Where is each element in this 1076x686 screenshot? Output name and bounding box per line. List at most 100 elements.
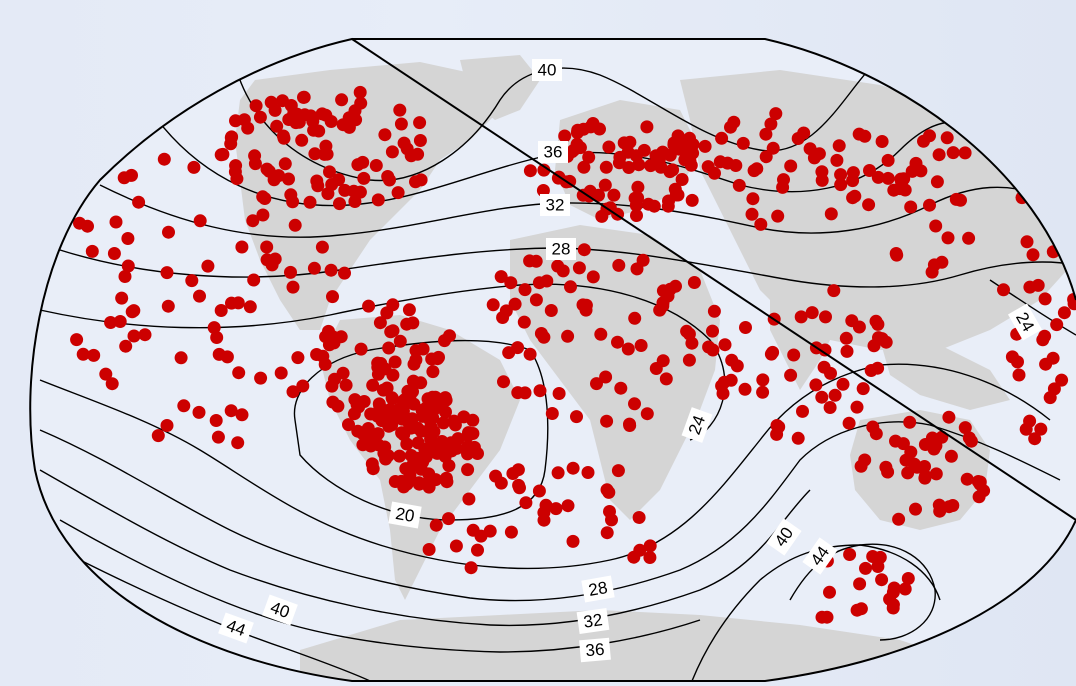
station-marker: [383, 173, 396, 187]
station-marker: [443, 329, 456, 343]
station-marker: [545, 407, 559, 420]
station-marker: [138, 328, 152, 342]
station-marker: [160, 266, 174, 280]
station-marker: [448, 418, 462, 432]
station-marker: [386, 324, 400, 338]
station-marker: [369, 159, 383, 172]
station-marker: [942, 500, 956, 514]
station-marker: [533, 384, 547, 398]
station-marker: [424, 438, 438, 452]
station-marker: [105, 377, 119, 391]
contour-label-text: 32: [546, 195, 565, 214]
station-marker: [764, 347, 778, 361]
station-marker: [561, 499, 575, 513]
station-marker: [400, 142, 414, 156]
station-marker: [929, 439, 943, 453]
station-marker: [497, 375, 510, 389]
contour-label-background: [532, 59, 562, 81]
station-marker: [581, 466, 595, 479]
station-marker: [508, 297, 522, 311]
station-marker: [511, 386, 525, 400]
station-marker: [832, 139, 846, 153]
station-marker: [210, 331, 224, 344]
station-marker: [353, 185, 367, 199]
station-marker: [754, 217, 768, 231]
station-marker: [356, 438, 370, 452]
station-marker: [319, 330, 333, 344]
station-marker: [819, 310, 832, 324]
station-marker: [784, 368, 798, 382]
station-marker: [656, 284, 670, 298]
station-marker: [201, 259, 215, 273]
station-marker: [600, 483, 614, 497]
station-marker: [632, 511, 646, 524]
station-marker: [871, 361, 885, 375]
contour-label-text: 28: [552, 239, 571, 258]
station-marker: [929, 219, 943, 233]
station-marker: [427, 425, 441, 439]
station-marker: [654, 160, 668, 174]
station-marker: [224, 404, 238, 418]
station-marker: [805, 306, 819, 320]
station-marker: [361, 422, 375, 435]
station-marker: [706, 324, 719, 338]
station-marker: [599, 160, 613, 174]
contour-label-background: [766, 518, 802, 556]
station-marker: [342, 418, 355, 432]
station-marker: [820, 610, 834, 624]
station-marker: [862, 198, 876, 212]
station-marker: [794, 310, 808, 324]
station-marker: [338, 266, 351, 280]
station-marker: [457, 410, 471, 424]
contour-label-background: [681, 407, 713, 443]
station-marker: [256, 208, 270, 222]
station-marker: [290, 107, 304, 121]
station-marker: [235, 408, 249, 422]
station-marker: [351, 158, 365, 172]
station-marker: [815, 165, 829, 179]
station-marker: [897, 172, 911, 186]
station-marker: [815, 390, 829, 404]
station-marker: [399, 462, 413, 476]
station-marker: [715, 131, 729, 145]
station-marker: [235, 240, 249, 254]
station-marker: [193, 214, 207, 228]
station-marker: [572, 261, 586, 275]
station-marker: [590, 377, 603, 391]
station-marker: [958, 421, 972, 435]
station-marker: [461, 429, 475, 443]
station-marker: [409, 175, 422, 189]
station-marker: [419, 477, 433, 491]
station-marker: [318, 147, 331, 161]
station-marker: [567, 143, 581, 157]
contour-label: 40: [532, 59, 562, 81]
station-marker: [834, 168, 848, 182]
contour-label: 32: [576, 608, 610, 634]
station-marker: [378, 128, 392, 142]
station-marker: [871, 170, 885, 184]
station-marker: [750, 162, 764, 176]
station-marker: [544, 304, 558, 317]
station-marker: [672, 142, 686, 156]
station-marker: [852, 320, 866, 334]
station-marker: [599, 370, 613, 384]
station-marker: [118, 270, 132, 283]
station-marker: [739, 321, 752, 334]
station-marker: [339, 378, 353, 392]
station-marker: [211, 430, 225, 444]
station-marker: [830, 153, 844, 167]
station-marker: [958, 146, 972, 160]
contour-label: 36: [579, 637, 611, 663]
station-marker: [859, 561, 872, 575]
station-marker: [852, 127, 866, 141]
station-marker: [315, 107, 329, 121]
station-marker: [718, 338, 732, 352]
station-marker: [848, 189, 862, 203]
contour-label: 20: [388, 501, 422, 529]
antarctica-landmass: [300, 610, 960, 681]
station-marker: [351, 424, 365, 438]
north-america-landmass: [235, 62, 500, 330]
station-marker: [698, 139, 712, 153]
station-marker: [332, 173, 346, 187]
station-marker: [623, 417, 636, 431]
